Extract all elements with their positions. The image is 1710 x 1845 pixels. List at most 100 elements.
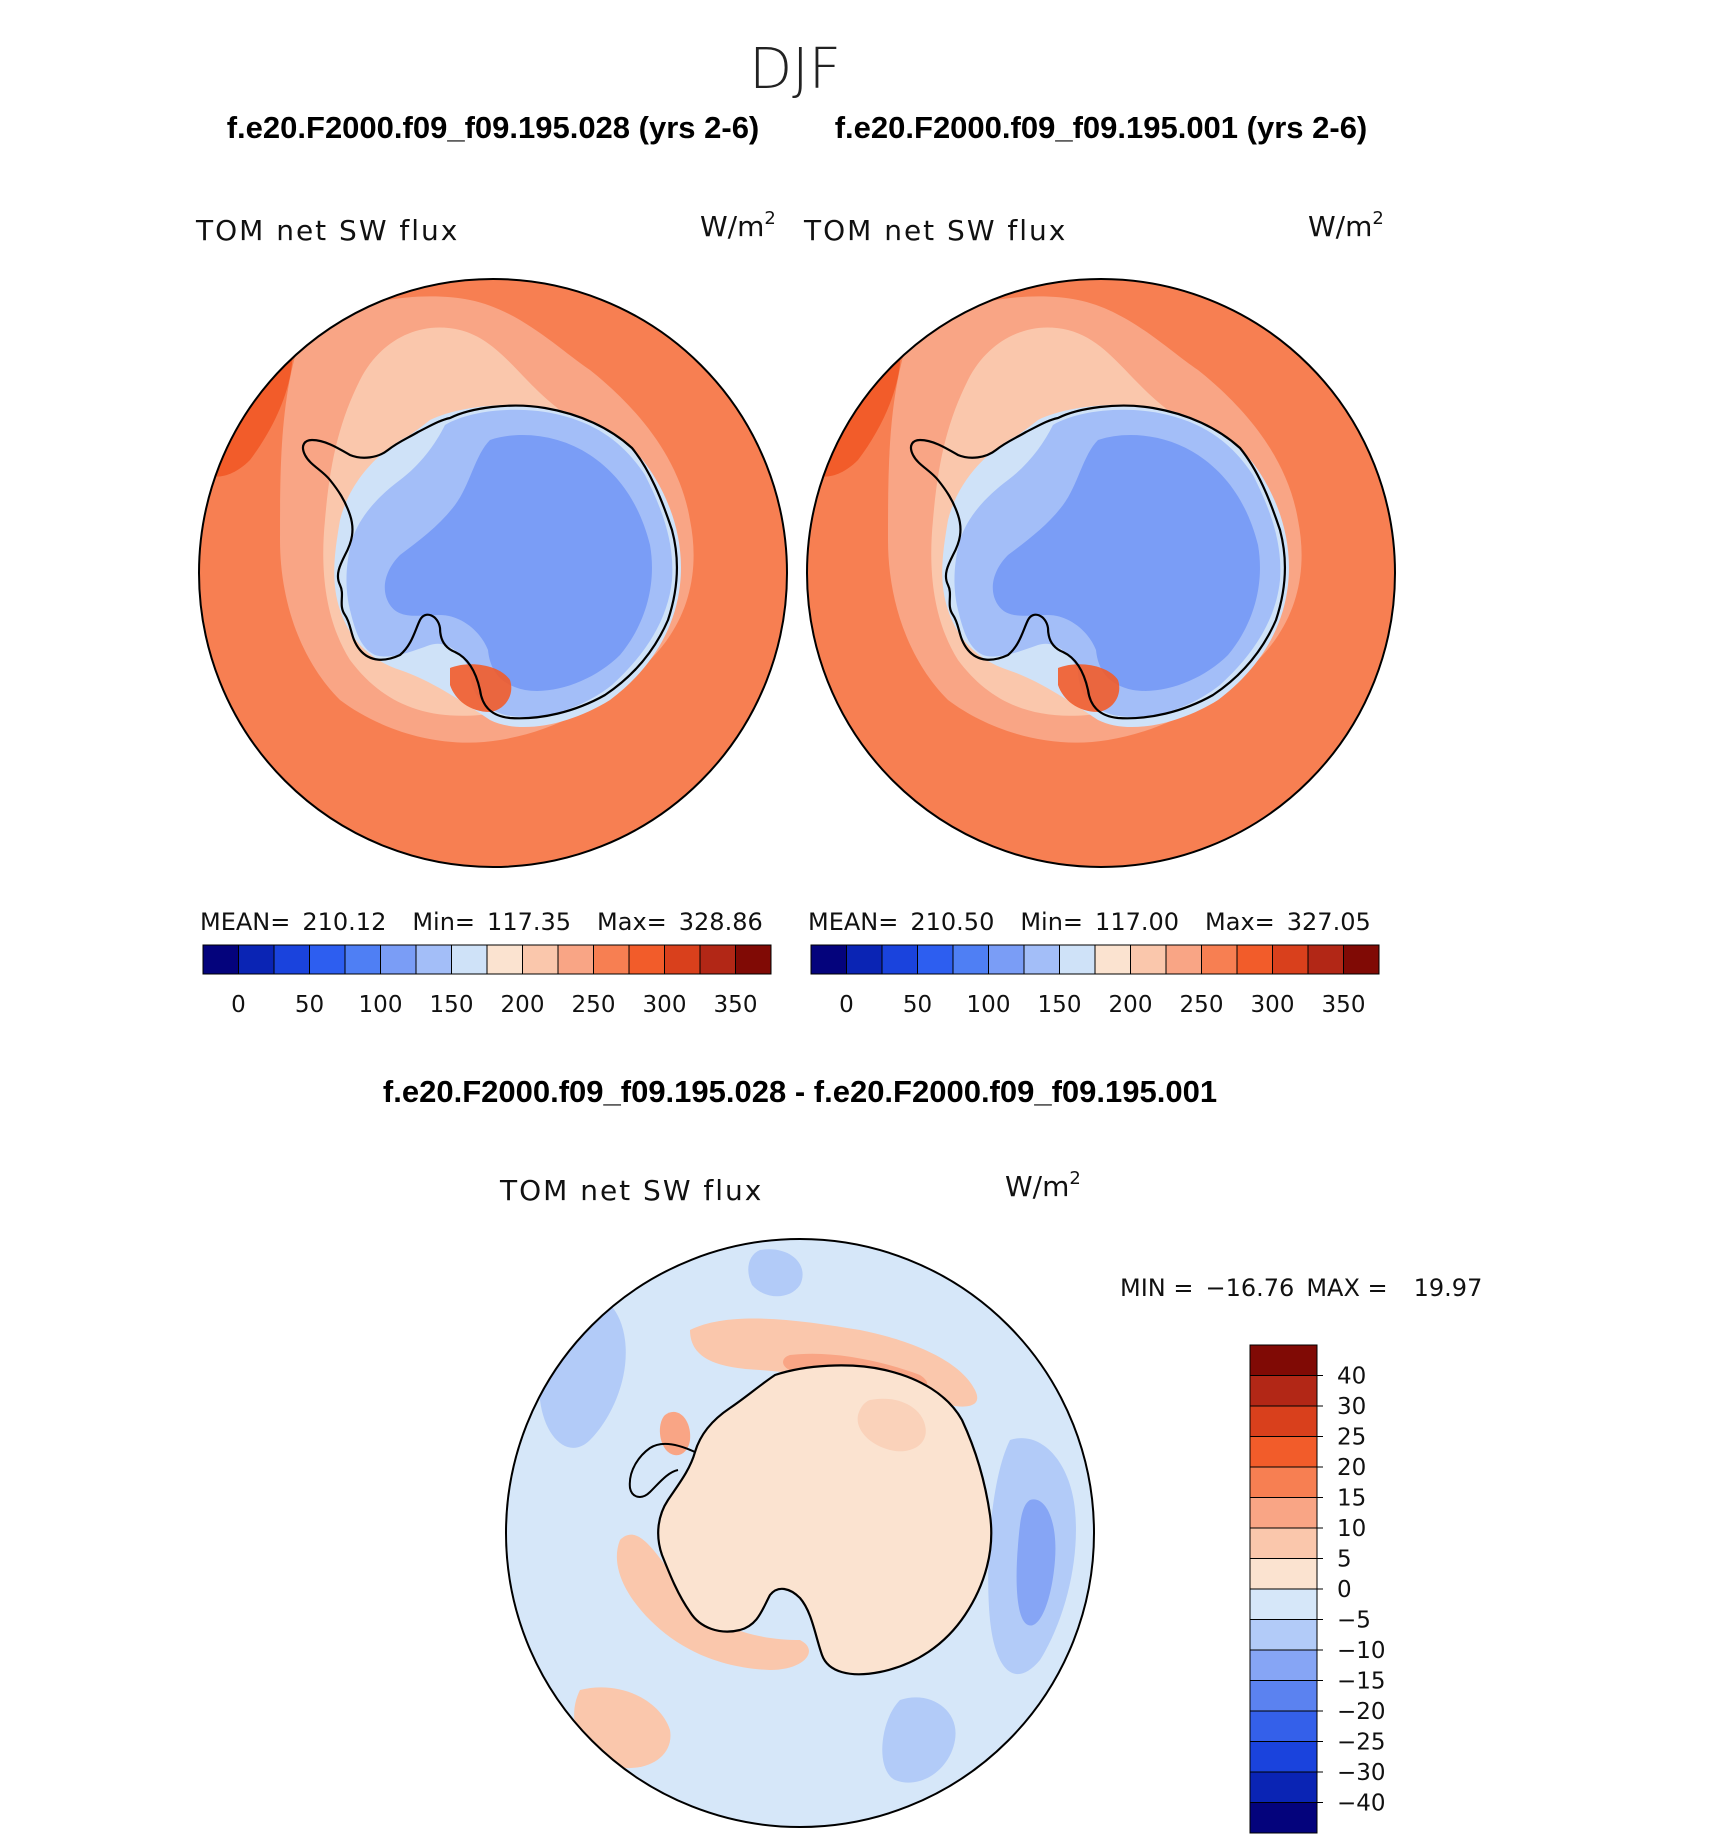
colorbar-tick-label: −15 [1337,1669,1386,1695]
colorbar-tick-label: 250 [1180,992,1224,1018]
right-max-value: 327.05 [1287,908,1371,936]
colorbar-tick-label: 150 [1038,992,1082,1018]
diff-max-label: MAX = [1306,1274,1387,1302]
difference-title: f.e20.F2000.f09_f09.195.028 - f.e20.F200… [383,1074,1217,1109]
colorbar-tick-label: 300 [1251,992,1295,1018]
colorbar-swatch [1272,944,1309,975]
right-min-value: 117.00 [1095,908,1179,936]
colorbar-tick-label: 20 [1337,1455,1366,1481]
diff-max-value: 19.97 [1414,1274,1483,1302]
colorbar-swatch [1249,1649,1318,1681]
colorbar-swatch [1249,1344,1318,1376]
right-interior [992,435,1260,691]
colorbar-swatch [1343,944,1380,975]
colorbar-swatch [273,944,310,975]
diff-min-value: −16.76 [1205,1274,1294,1302]
colorbar-tick-label: 150 [430,992,474,1018]
colorbar-swatch [1249,1680,1318,1712]
diff-units-label: W/m2 [1005,1168,1081,1203]
colorbar-tick-label: −25 [1337,1730,1386,1756]
colorbar-swatch [952,944,989,975]
left-interior [384,435,652,691]
colorbar-tick-label: 350 [714,992,758,1018]
colorbar-swatch [1249,1771,1318,1803]
colorbar-swatch [1201,944,1238,975]
left-min-value: 117.35 [487,908,571,936]
colorbar-swatch [309,944,346,975]
colorbar-swatch [1249,1741,1318,1773]
left-run-title: f.e20.F2000.f09_f09.195.028 (yrs 2-6) [227,110,760,145]
diff-min-label: MIN = [1120,1274,1193,1302]
colorbar-swatch [1249,1375,1318,1407]
colorbar-tick-label: 200 [501,992,545,1018]
diff-strong-cool-east [1016,1499,1056,1626]
diff-cool-patch-south [882,1697,956,1783]
colorbar-swatch [1165,944,1202,975]
colorbar-swatch [1249,1558,1318,1590]
colorbar-tick-label: 40 [1337,1364,1366,1390]
colorbar-swatch [238,944,275,975]
colorbar-tick-label: 25 [1337,1425,1366,1451]
colorbar-swatch [1130,944,1167,975]
colorbar-swatch [664,944,701,975]
colorbar-swatch [415,944,452,975]
colorbar-swatch [1249,1710,1318,1742]
left-colorbar: 0 50 100 150 200 250 300 350 [202,944,772,1018]
colorbar-tick-label: −5 [1337,1608,1371,1634]
right-run-title: f.e20.F2000.f09_f09.195.001 (yrs 2-6) [835,110,1368,145]
colorbar-swatch [1059,944,1096,975]
colorbar-swatch [380,944,417,975]
right-variable-label: TOM net SW flux [803,214,1067,247]
colorbar-tick-label: 50 [295,992,324,1018]
colorbar-swatch [1249,1405,1318,1437]
colorbar-tick-label: 0 [1337,1577,1352,1603]
right-units-base: W/m [1308,210,1372,243]
colorbar-tick-label: 0 [839,992,854,1018]
colorbar-swatch [810,944,847,975]
colorbar-swatch [1249,1588,1318,1620]
colorbar-tick-label: 100 [359,992,403,1018]
colorbar-tick-label: −20 [1337,1699,1386,1725]
colorbar-swatch [344,944,381,975]
diff-stats: MIN = −16.76 MAX = 19.97 [1120,1274,1482,1302]
left-mean-value: 210.12 [302,908,386,936]
colorbar-swatch [557,944,594,975]
colorbar-swatch [846,944,883,975]
right-units-exponent: 2 [1372,208,1383,229]
right-stats: MEAN= 210.50 Min= 117.00 Max= 327.05 [808,908,1371,936]
colorbar-tick-label: −40 [1337,1791,1386,1817]
colorbar-swatch [1249,1436,1318,1468]
colorbar-swatch [593,944,630,975]
left-stats: MEAN= 210.12 Min= 117.35 Max= 328.86 [200,908,763,936]
right-mean-label: MEAN= [808,908,898,936]
colorbar-swatch [1307,944,1344,975]
left-min-label: Min= [412,908,475,936]
colorbar-swatch [1249,1527,1318,1559]
colorbar-tick-label: −30 [1337,1760,1386,1786]
colorbar-swatch [1094,944,1131,975]
diff-continent-warm-patch [857,1398,926,1452]
right-units-label: W/m2 [1308,208,1384,243]
colorbar-tick-label: 50 [903,992,932,1018]
colorbar-tick-label: 10 [1337,1516,1366,1542]
colorbar-tick-label: −10 [1337,1638,1386,1664]
colorbar-tick-label: 0 [231,992,246,1018]
colorbar-tick-label: 300 [643,992,687,1018]
right-coastline [909,404,1287,720]
colorbar-tick-label: 5 [1337,1547,1352,1573]
colorbar-swatch [628,944,665,975]
colorbar-swatch [1249,1619,1318,1651]
left-variable-label: TOM net SW flux [195,214,459,247]
right-map-outline [806,278,1396,868]
right-mean-value: 210.50 [910,908,994,936]
left-map-outline [198,278,788,868]
diff-warm-band-west [616,1534,809,1670]
left-map-panel: TOM net SW flux W/m2 MEAN= 210.12 Min= 117.… [195,208,788,1018]
colorbar-swatch [202,944,239,975]
left-units-base: W/m [700,210,764,243]
colorbar-swatch [881,944,918,975]
colorbar-swatch [735,944,772,975]
colorbar-swatch [486,944,523,975]
colorbar-tick-label: 350 [1322,992,1366,1018]
